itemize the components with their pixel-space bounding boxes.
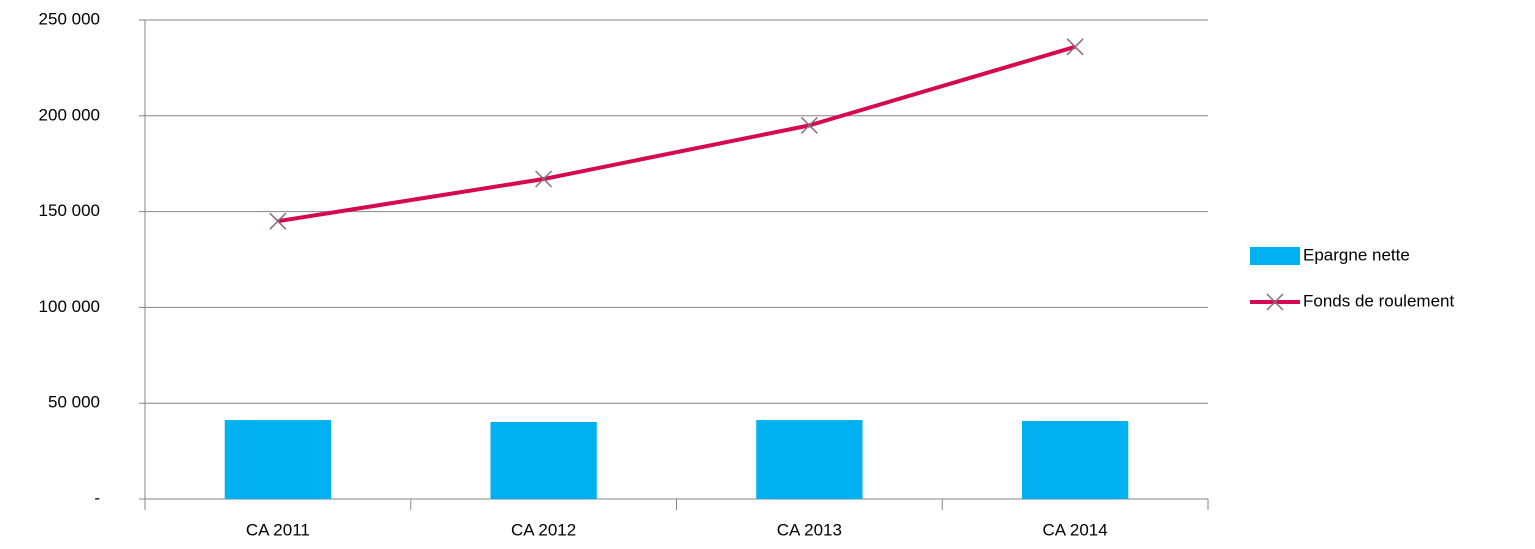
bar (224, 420, 332, 499)
marker (800, 116, 818, 134)
y-tick-label: - (94, 488, 100, 507)
y-tick-label: 100 000 (39, 297, 100, 316)
marker (269, 212, 287, 230)
x-tick-label: CA 2012 (511, 520, 576, 539)
y-tick-label: 200 000 (39, 105, 100, 124)
y-tick-label: 250 000 (39, 9, 100, 28)
marker (535, 170, 553, 188)
marker (1066, 38, 1084, 56)
legend-label: Epargne nette (1303, 245, 1410, 264)
bar (756, 420, 863, 499)
y-tick-label: 50 000 (48, 393, 100, 412)
legend-label: Fonds de roulement (1303, 291, 1454, 310)
x-tick-label: CA 2014 (1043, 520, 1108, 539)
marker (1266, 293, 1284, 311)
line (277, 44, 1076, 224)
bar (490, 421, 597, 499)
bar (1021, 421, 1129, 499)
legend-swatch (1250, 247, 1300, 265)
y-tick-label: 150 000 (39, 201, 100, 220)
x-tick-label: CA 2013 (777, 520, 842, 539)
x-tick-label: CA 2011 (246, 520, 310, 539)
